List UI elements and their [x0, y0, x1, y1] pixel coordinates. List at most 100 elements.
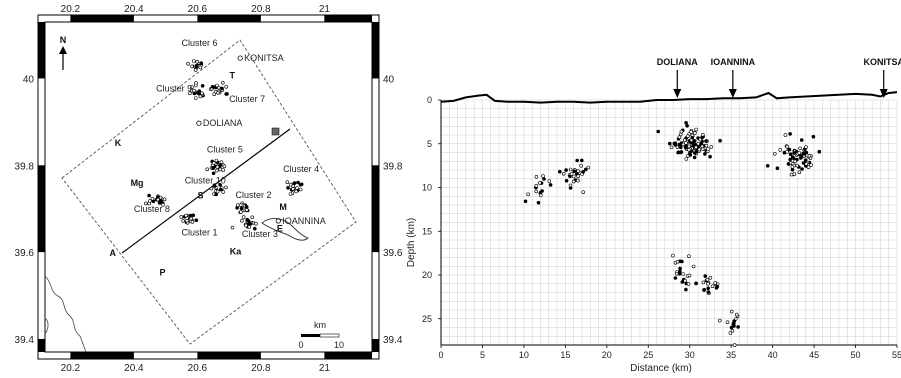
epicentre-point — [192, 91, 197, 96]
hypocentre-point — [572, 169, 577, 174]
epicentre-point — [288, 192, 293, 196]
hypocentre-cluster — [694, 274, 720, 295]
epicentre-point — [191, 213, 196, 218]
epicentre-point — [298, 187, 303, 192]
hypocentre-point — [534, 175, 539, 179]
hypocentre-point — [698, 137, 703, 142]
epicentre-point — [214, 158, 219, 163]
hypocentre-point — [583, 167, 588, 172]
map-border-bar-right — [372, 165, 379, 253]
map-border-bar-bottom — [197, 352, 261, 359]
epicentre-point — [161, 203, 165, 207]
hypocentre-point — [778, 148, 783, 152]
hypocentre-point — [526, 192, 530, 197]
hypocentre-point — [684, 287, 688, 292]
epicentre-point — [230, 225, 235, 230]
lake-ioannina — [261, 218, 309, 241]
section-grid — [440, 99, 898, 346]
hypocentre-cluster — [557, 158, 591, 194]
hypocentre-point — [671, 253, 675, 258]
hypocentre-point — [689, 130, 694, 134]
y-tick-label: 0 — [427, 95, 432, 105]
hypocentre-point — [709, 145, 714, 149]
lat-tick-label-right: 39.4 — [383, 335, 403, 346]
epicentre-point — [200, 84, 205, 88]
hypocentre-point — [691, 264, 696, 269]
hypocentre-point — [536, 200, 541, 205]
hypocentre-point — [686, 282, 691, 286]
hypocentre-point — [667, 141, 672, 146]
epicentre-point — [181, 219, 185, 223]
hypocentre-point — [675, 259, 680, 264]
hypocentre-point — [785, 150, 789, 154]
hypocentre-point — [789, 172, 794, 177]
lon-tick-label-top: 20.2 — [61, 4, 81, 15]
hypocentre-point — [571, 174, 576, 179]
epicentre-point — [299, 182, 304, 187]
hypocentre-point — [579, 158, 584, 163]
place-label: Ka — [230, 246, 242, 256]
location-arrow-head — [879, 89, 888, 98]
place-label: Mg — [131, 178, 144, 188]
hypocentre-point — [656, 129, 661, 134]
epicentre-point — [209, 186, 214, 191]
epicentre-point — [220, 86, 224, 91]
map-border-bar-right — [372, 338, 379, 352]
epicentre-point — [241, 215, 246, 219]
hypocentre-point — [811, 134, 816, 139]
hypocentre-point — [564, 168, 568, 172]
epicentre-point — [194, 64, 199, 68]
scale-bar-black — [301, 334, 320, 337]
epicentre-point — [218, 167, 223, 172]
epicentre-point — [253, 226, 257, 231]
scale-unit: km — [314, 320, 326, 330]
hypocentre-point — [790, 165, 795, 169]
lat-tick-label-right: 40 — [383, 74, 395, 85]
hypocentre-point — [685, 134, 690, 138]
profile-line — [121, 128, 291, 254]
epicentre-point — [212, 183, 217, 187]
epicentre-point — [186, 61, 190, 66]
profile-end-marker — [271, 127, 280, 136]
x-tick-label: 45 — [809, 350, 819, 360]
hypocentre-point — [704, 143, 709, 148]
map-border-bar-left — [38, 22, 45, 79]
epicentre-point — [198, 65, 203, 70]
epicentre-point — [162, 197, 167, 202]
epicentre-point — [215, 168, 219, 173]
hypocentre-point — [687, 151, 692, 156]
hypocentre-point — [679, 150, 684, 154]
hypocentre-point — [541, 174, 545, 178]
hypocentre-point — [700, 133, 705, 137]
hypocentre-point — [736, 325, 740, 329]
epicentre-point — [254, 221, 258, 226]
epicentre-point — [292, 181, 297, 185]
hypocentre-point — [807, 154, 812, 158]
hypocentre-point — [692, 131, 697, 135]
epicentre-point — [294, 189, 299, 194]
cluster-label: Cluster 6 — [182, 38, 218, 48]
map-border-bar-bottom — [324, 352, 372, 359]
town-label: DOLIANA — [203, 118, 243, 128]
hypocentre-point — [788, 152, 793, 156]
hypocentre-point — [537, 181, 542, 185]
place-label: K — [115, 138, 122, 148]
hypocentre-point — [708, 154, 712, 159]
epicentre-point — [221, 168, 225, 172]
location-label: KONITSA — [863, 57, 901, 67]
epicentre-point — [214, 192, 218, 197]
epicentre-point — [150, 197, 155, 201]
epicentre-point — [147, 193, 151, 198]
hypocentre-point — [787, 147, 792, 152]
lon-tick-label-bottom: 20.8 — [251, 363, 271, 374]
hypocentre-point — [775, 166, 780, 170]
epicentre-point — [248, 221, 252, 226]
epicentre-point — [156, 195, 160, 199]
epicentre-point — [184, 213, 188, 218]
epicentre-point — [192, 88, 196, 93]
hypocentre-point — [799, 138, 804, 142]
epicentre-point — [215, 165, 220, 169]
hypocentre-point — [732, 319, 737, 323]
hypocentre-point — [705, 277, 710, 282]
epicentre-point — [222, 164, 227, 169]
